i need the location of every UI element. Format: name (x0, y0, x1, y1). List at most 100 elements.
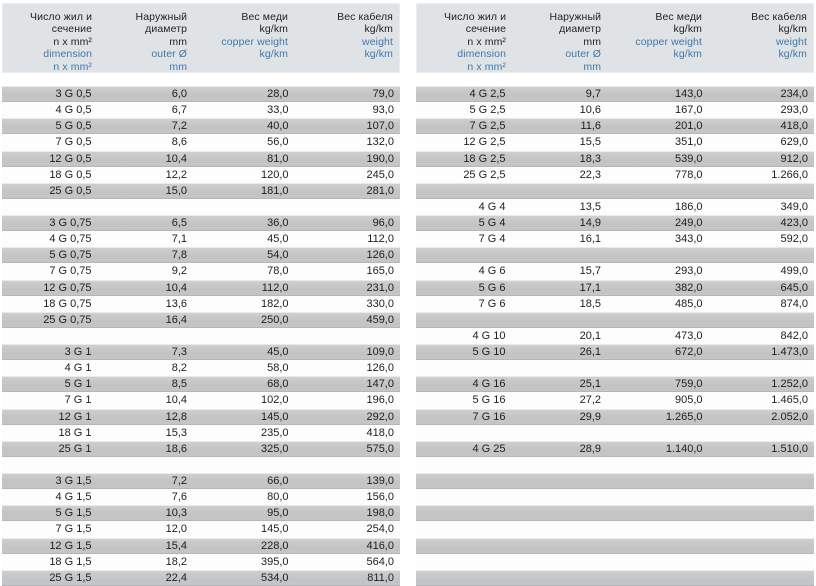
copper-weight-cell: 382,0 (674, 281, 703, 294)
cable-weight-cell: 132,0 (366, 136, 394, 149)
dimension-cell: 7 G 0,5 (55, 136, 92, 149)
cable-weight-cell: 349,0 (780, 200, 808, 213)
table-row: 12 G 1 12,8 145,0 292,0 (2, 408, 400, 425)
header-line: Наружный (549, 11, 602, 23)
dimension-cell: 7 G 4 (478, 233, 506, 246)
outer-diameter-cell: 13,6 (165, 297, 188, 310)
table-row: 5 G 10 26,1 672,0 1.473,0 (416, 344, 814, 361)
copper-weight-cell: 182,0 (260, 297, 289, 310)
header-line-en: kg/km (673, 48, 703, 61)
table-row: 4 G 10 20,1 473,0 842,0 (416, 327, 814, 344)
copper-weight-cell: 78,0 (267, 265, 289, 278)
left-table: Число жил и сечение n x mm² dimension n … (2, 3, 400, 586)
table-row: 7 G 1,5 12,0 145,0 254,0 (2, 521, 400, 538)
outer-diameter-cell: 15,0 (165, 184, 188, 197)
spacer-row (416, 311, 814, 328)
copper-weight-cell: 250,0 (260, 313, 289, 326)
cable-weight-cell: 293,0 (780, 104, 808, 117)
copper-weight-cell: 228,0 (260, 539, 289, 552)
table-row: 3 G 1,5 7,2 66,0 139,0 (2, 473, 400, 490)
table-row: 5 G 4 14,9 249,0 423,0 (416, 215, 814, 232)
header-line-en: copper weight (221, 35, 289, 48)
dimension-cell: 4 G 1,5 (55, 491, 92, 504)
dimension-cell: 25 G 0,5 (49, 184, 92, 197)
table-row: 12 G 0,5 10,4 81,0 190,0 (2, 150, 400, 167)
spacer-row (416, 505, 814, 522)
outer-diameter-cell: 25,1 (579, 378, 602, 391)
copper-weight-cell: 759,0 (674, 378, 703, 391)
cable-weight-cell: 416,0 (366, 539, 394, 552)
spacer-row (416, 360, 814, 377)
cable-weight-cell: 190,0 (366, 152, 394, 165)
dimension-cell: 5 G 10 (472, 346, 506, 359)
cable-weight-cell: 1.473,0 (771, 346, 808, 359)
spacer-row (416, 553, 814, 570)
cable-weight-cell: 1.465,0 (771, 394, 808, 407)
dimension-cell: 25 G 0,75 (43, 313, 92, 326)
table-row: 18 G 0,75 13,6 182,0 330,0 (2, 295, 400, 312)
copper-weight-cell: 145,0 (260, 523, 289, 536)
cable-weight-cell: 811,0 (367, 571, 394, 584)
table-row: 4 G 2,5 9,7 143,0 234,0 (416, 86, 814, 103)
dimension-cell: 5 G 1 (64, 378, 92, 391)
copper-weight-cell: 56,0 (267, 136, 289, 149)
cable-weight-cell: 1.266,0 (771, 168, 808, 181)
header-line: сечение (465, 23, 507, 36)
copper-weight-cell: 58,0 (267, 362, 289, 375)
cable-weight-cell: 418,0 (780, 120, 808, 133)
dimension-cell: 5 G 2,5 (469, 104, 506, 117)
outer-diameter-cell: 12,8 (165, 410, 188, 423)
header-copper-weight: Вес меди kg/km copper weight kg/km (193, 11, 294, 73)
header-line-en: weight (362, 35, 393, 48)
outer-diameter-cell: 20,1 (579, 329, 602, 342)
dimension-cell: 12 G 0,75 (43, 281, 92, 294)
cable-weight-cell: 231,0 (366, 281, 394, 294)
outer-diameter-cell: 12,0 (165, 523, 188, 536)
outer-diameter-cell: 12,2 (165, 168, 188, 181)
table-header: Число жил и сечение n x mm² dimension n … (416, 3, 814, 73)
outer-diameter-cell: 29,9 (579, 410, 602, 423)
header-line-en: outer Ø (151, 48, 188, 61)
table-row: 7 G 6 18,5 485,0 874,0 (416, 295, 814, 312)
copper-weight-cell: 66,0 (267, 475, 289, 488)
cable-weight-cell: 147,0 (366, 378, 394, 391)
outer-diameter-cell: 17,1 (579, 281, 602, 294)
table-row: 5 G 1,5 10,3 95,0 198,0 (2, 505, 400, 522)
copper-weight-cell: 112,0 (261, 281, 289, 294)
table-row: 25 G 1 18,6 325,0 575,0 (2, 440, 400, 457)
spacer-row (416, 182, 814, 199)
copper-weight-cell: 1.265,0 (665, 410, 703, 423)
dimension-cell: 5 G 0,5 (55, 120, 92, 133)
dimension-cell: 7 G 16 (472, 410, 506, 423)
spacer-row (416, 537, 814, 554)
header-line: Вес кабеля (751, 11, 807, 23)
cable-weight-cell: 1.252,0 (771, 378, 808, 391)
header-line: Вес кабеля (337, 11, 393, 23)
outer-diameter-cell: 8,2 (171, 362, 188, 375)
outer-diameter-cell: 28,9 (579, 442, 602, 455)
dimension-cell: 7 G 6 (478, 297, 506, 310)
cable-weight-cell: 79,0 (372, 88, 394, 101)
outer-diameter-cell: 22,3 (579, 168, 602, 181)
dimension-cell: 4 G 1 (64, 362, 92, 375)
dimension-cell: 18 G 0,75 (43, 297, 92, 310)
outer-diameter-cell: 7,8 (171, 249, 188, 262)
cable-weight-cell: 126,0 (366, 362, 394, 375)
cable-weight-cell: 245,0 (366, 168, 394, 181)
header-outer-diameter: Наружный диаметр mm outer Ø mm (512, 11, 607, 73)
outer-diameter-cell: 18,2 (165, 555, 188, 568)
copper-weight-cell: 485,0 (674, 297, 703, 310)
header-line-en: kg/km (364, 48, 393, 61)
outer-diameter-cell: 7,3 (171, 346, 188, 359)
header-line-en: outer Ø (565, 48, 602, 61)
table-row: 7 G 1 10,4 102,0 196,0 (2, 392, 400, 409)
outer-diameter-cell: 22,4 (165, 571, 188, 584)
cable-weight-cell: 842,0 (780, 329, 808, 342)
outer-diameter-cell: 15,3 (165, 426, 188, 439)
copper-weight-cell: 539,0 (674, 152, 703, 165)
dimension-cell: 18 G 1 (58, 426, 92, 439)
table-row: 25 G 1,5 22,4 534,0 811,0 (2, 569, 400, 586)
table-row: 4 G 1,5 7,6 80,0 156,0 (2, 489, 400, 506)
dimension-cell: 3 G 0,75 (49, 217, 92, 230)
copper-weight-cell: 143,0 (674, 88, 703, 101)
